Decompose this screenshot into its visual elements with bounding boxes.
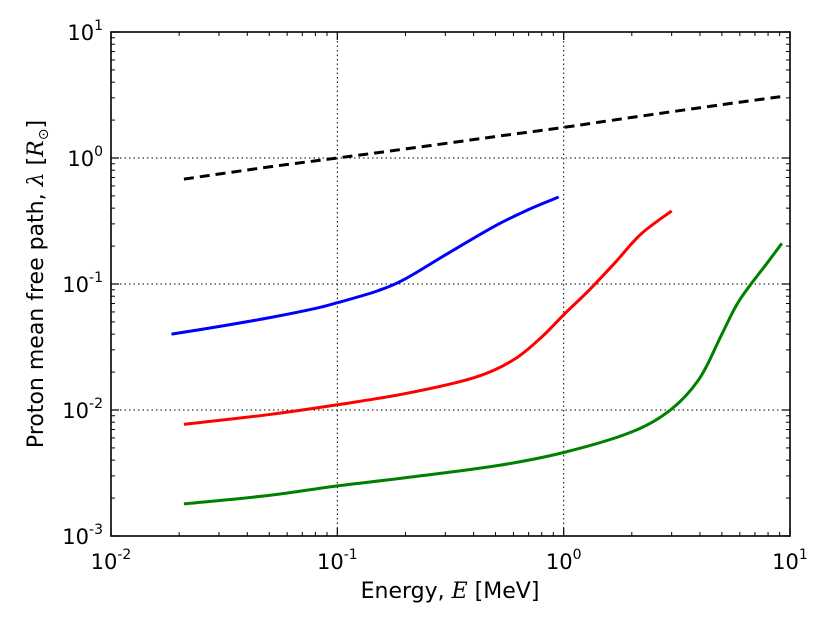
y-tick-label: 10-1	[62, 270, 103, 297]
y-tick-label: 100	[67, 144, 103, 171]
series-line-red	[183, 209, 673, 426]
y-axis-label: Proton mean free path, λ [R⊙]	[24, 120, 52, 448]
y-tick-label: 10-3	[62, 522, 103, 549]
series-line-green	[183, 242, 784, 506]
ticks	[110, 31, 791, 537]
series-group	[171, 94, 786, 506]
series-line-dashed-black	[183, 94, 786, 181]
grid	[111, 32, 790, 536]
x-axis-label: Energy, E [MeV]	[361, 579, 540, 604]
y-tick-label: 10-2	[62, 396, 103, 423]
x-tick-label: 101	[772, 547, 808, 574]
x-tick-label: 10-2	[91, 547, 132, 574]
y-tick-label: 101	[67, 18, 103, 45]
x-tick-label: 100	[546, 547, 582, 574]
x-tick-label: 10-1	[317, 547, 358, 574]
series-line-blue	[171, 195, 560, 336]
